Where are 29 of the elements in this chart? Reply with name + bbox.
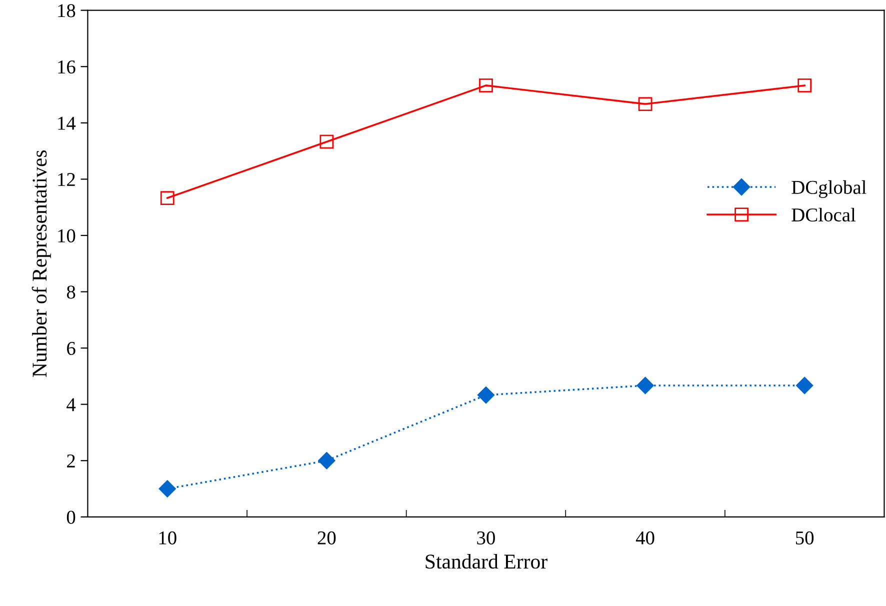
x-tick-label: 40 xyxy=(636,531,654,544)
y-tick-label: 18 xyxy=(58,4,76,18)
point xyxy=(160,191,174,205)
y-tick-label: 8 xyxy=(66,286,76,299)
y-tick-label: 6 xyxy=(67,342,76,355)
x-tick-label: 50 xyxy=(796,531,814,544)
point xyxy=(798,78,812,92)
x-axis-title: Standard Error xyxy=(426,554,548,569)
point xyxy=(796,376,814,394)
x-tick-label: 30 xyxy=(477,531,495,544)
y-tick-label: 16 xyxy=(58,60,76,74)
legend-label: DClocal xyxy=(792,208,856,222)
y-tick-label: 4 xyxy=(66,398,76,412)
y-axis-title: Number of Representatives xyxy=(32,150,51,377)
y-tick-label: 12 xyxy=(58,173,75,186)
y-tick-label: 14 xyxy=(58,116,76,130)
point xyxy=(320,134,334,149)
point xyxy=(638,97,652,111)
point xyxy=(636,376,654,394)
y-tick-label: 2 xyxy=(67,454,75,468)
point xyxy=(477,386,495,404)
y-tick-label: 10 xyxy=(58,229,76,242)
point xyxy=(158,480,176,498)
y-tick-label: 0 xyxy=(66,510,76,524)
point xyxy=(479,78,493,92)
point xyxy=(318,452,336,470)
x-tick-label: 10 xyxy=(159,531,176,544)
x-tick-label: 20 xyxy=(318,531,336,544)
legend-label: DCglobal xyxy=(792,180,866,198)
